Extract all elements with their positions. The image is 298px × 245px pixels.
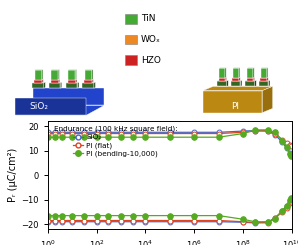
Polygon shape	[77, 82, 79, 88]
Polygon shape	[231, 81, 240, 86]
Polygon shape	[219, 78, 225, 81]
Text: TiN: TiN	[141, 14, 155, 23]
Polygon shape	[259, 81, 268, 86]
Polygon shape	[203, 86, 273, 91]
Polygon shape	[68, 79, 77, 80]
Polygon shape	[49, 83, 60, 88]
Polygon shape	[253, 68, 254, 78]
Polygon shape	[267, 77, 268, 81]
Polygon shape	[51, 79, 60, 80]
Polygon shape	[203, 91, 262, 113]
Polygon shape	[260, 77, 268, 78]
Polygon shape	[247, 77, 254, 78]
Polygon shape	[268, 80, 270, 86]
Polygon shape	[225, 77, 226, 81]
Polygon shape	[231, 80, 242, 81]
Polygon shape	[260, 78, 267, 81]
Polygon shape	[84, 79, 93, 80]
Polygon shape	[33, 88, 104, 105]
Legend: SiO₂, PI (flat), PI (bending-10,000): SiO₂, PI (flat), PI (bending-10,000)	[54, 126, 177, 157]
Polygon shape	[92, 79, 93, 83]
Polygon shape	[66, 83, 77, 88]
Polygon shape	[247, 68, 253, 78]
Polygon shape	[58, 70, 59, 80]
Polygon shape	[32, 82, 45, 83]
Polygon shape	[75, 70, 77, 80]
Polygon shape	[34, 79, 43, 80]
Polygon shape	[60, 82, 62, 88]
Polygon shape	[267, 68, 268, 78]
Polygon shape	[232, 77, 240, 78]
Polygon shape	[15, 105, 104, 115]
FancyBboxPatch shape	[125, 14, 137, 24]
Polygon shape	[253, 77, 254, 81]
Text: WOₓ: WOₓ	[141, 35, 161, 44]
Polygon shape	[68, 70, 75, 80]
Polygon shape	[58, 79, 60, 83]
Polygon shape	[261, 68, 267, 78]
Polygon shape	[245, 80, 256, 81]
Polygon shape	[239, 68, 240, 78]
Polygon shape	[245, 81, 255, 86]
Polygon shape	[44, 82, 45, 88]
Polygon shape	[49, 82, 62, 83]
Polygon shape	[227, 80, 228, 86]
Polygon shape	[217, 80, 228, 81]
Polygon shape	[66, 82, 79, 83]
Polygon shape	[68, 80, 76, 83]
Polygon shape	[219, 68, 225, 78]
Polygon shape	[84, 80, 92, 83]
Polygon shape	[255, 80, 256, 86]
Polygon shape	[35, 70, 42, 80]
Polygon shape	[94, 82, 95, 88]
FancyBboxPatch shape	[125, 55, 137, 65]
Polygon shape	[85, 70, 92, 80]
Polygon shape	[83, 83, 94, 88]
Polygon shape	[51, 80, 58, 83]
Polygon shape	[239, 77, 240, 81]
Text: SiO₂: SiO₂	[30, 102, 49, 111]
Polygon shape	[247, 78, 253, 81]
FancyBboxPatch shape	[125, 35, 137, 44]
Polygon shape	[262, 86, 273, 113]
Polygon shape	[83, 82, 95, 83]
Polygon shape	[232, 78, 239, 81]
Polygon shape	[34, 80, 42, 83]
Text: HZO: HZO	[141, 56, 161, 65]
Polygon shape	[225, 68, 226, 78]
Polygon shape	[92, 70, 93, 80]
Polygon shape	[233, 68, 239, 78]
Polygon shape	[51, 70, 58, 80]
Y-axis label: Pᵣ (μC/cm²): Pᵣ (μC/cm²)	[8, 148, 18, 202]
Polygon shape	[240, 80, 242, 86]
Polygon shape	[219, 77, 226, 78]
Polygon shape	[76, 79, 77, 83]
Polygon shape	[217, 81, 227, 86]
Polygon shape	[42, 70, 43, 80]
Polygon shape	[32, 83, 44, 88]
Polygon shape	[42, 79, 43, 83]
Text: PI: PI	[232, 102, 239, 110]
Polygon shape	[15, 98, 86, 115]
Polygon shape	[259, 80, 270, 81]
